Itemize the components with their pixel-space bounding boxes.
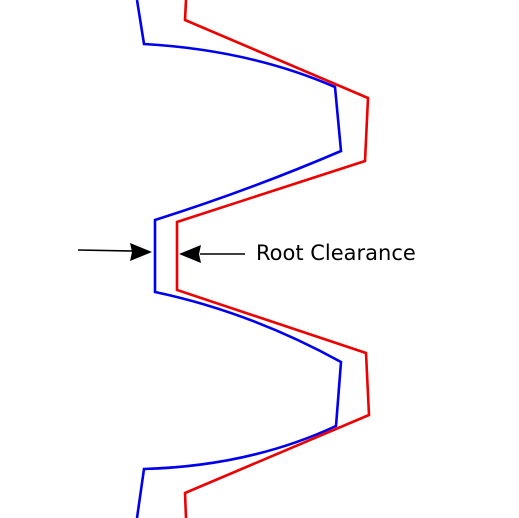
blue-gear-profile (135, 0, 343, 518)
root-clearance-label: Root Clearance (256, 241, 416, 265)
left-arrow (77, 243, 152, 261)
right-arrow (179, 245, 245, 263)
left-arrowhead (130, 243, 152, 261)
right-arrowhead (179, 245, 201, 263)
red-gear-profile (175, 0, 371, 518)
